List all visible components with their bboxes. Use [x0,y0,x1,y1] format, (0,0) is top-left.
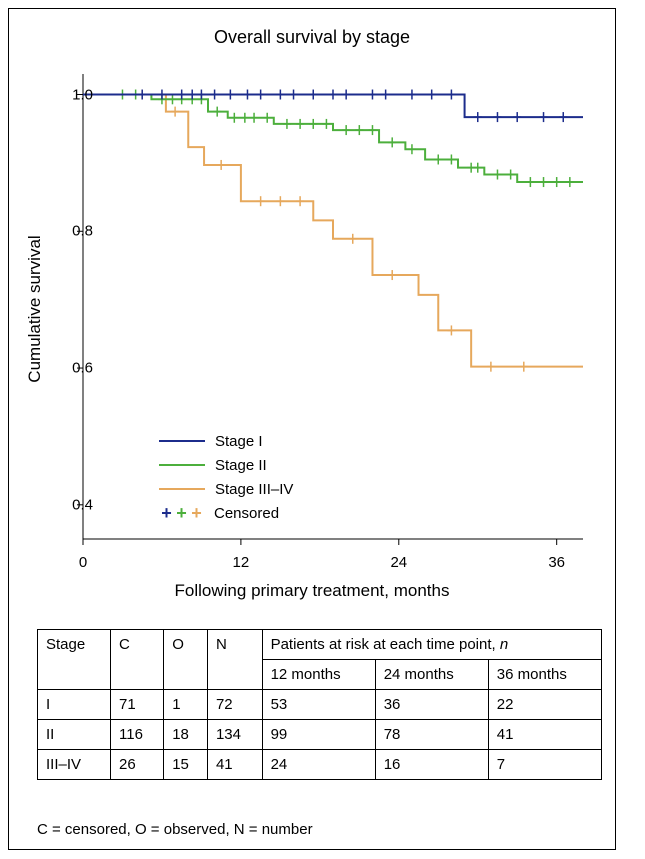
y-tick-label: 0.6 [43,360,93,377]
th-patients-at-risk-n: n [500,636,508,653]
table-cell: 24 [262,750,375,780]
table-cell: 7 [488,750,601,780]
th-36m: 36 months [488,660,601,690]
th-o: O [164,630,208,690]
th-stage: Stage [38,630,111,690]
censored-plus-icon: + [159,503,174,524]
legend-item-stage2: Stage II [159,453,293,477]
table-cell: 41 [488,720,601,750]
th-24m: 24 months [375,660,488,690]
x-tick-label: 36 [537,554,577,571]
table-row: III–IV26154124167 [38,750,602,780]
th-c: C [111,630,164,690]
legend-label-stage1: Stage I [215,433,263,450]
table-header-row-1: Stage C O N Patients at risk at each tim… [38,630,602,660]
y-axis-title: Cumulative survival [25,235,45,382]
y-tick-label: 1.0 [43,86,93,103]
table-cell: III–IV [38,750,111,780]
legend-label-censored: Censored [214,505,279,522]
table-cell: 1 [164,690,208,720]
legend-swatch-stage34 [159,488,205,490]
censored-plus-icon: + [174,503,189,524]
th-12m: 12 months [262,660,375,690]
censored-plus-icon: + [189,503,204,524]
legend-item-stage34: Stage III–IV [159,477,293,501]
y-tick-label: 0.8 [43,223,93,240]
x-tick-label: 12 [221,554,261,571]
table-cell: II [38,720,111,750]
table-cell: 116 [111,720,164,750]
risk-table: Stage C O N Patients at risk at each tim… [37,629,602,780]
figure-frame: Overall survival by stage Cumulative sur… [8,8,616,850]
table-cell: I [38,690,111,720]
table-cell: 16 [375,750,488,780]
table-cell: 99 [262,720,375,750]
legend-swatch-stage2 [159,464,205,466]
legend-label-stage2: Stage II [215,457,267,474]
table-cell: 26 [111,750,164,780]
y-tick-label: 0.4 [43,496,93,513]
x-tick-label: 24 [379,554,419,571]
th-patients-at-risk-text: Patients at risk at each time point, [271,636,500,653]
chart-title: Overall survival by stage [9,27,615,48]
table-cell: 41 [207,750,262,780]
legend-swatch-stage1 [159,440,205,442]
table-cell: 36 [375,690,488,720]
table-row: I71172533622 [38,690,602,720]
legend-label-stage34: Stage III–IV [215,481,293,498]
th-n: N [207,630,262,690]
x-tick-label: 0 [63,554,103,571]
table-cell: 22 [488,690,601,720]
table-cell: 15 [164,750,208,780]
table-cell: 53 [262,690,375,720]
table-cell: 78 [375,720,488,750]
th-patients-at-risk: Patients at risk at each time point, n [262,630,601,660]
legend-item-stage1: Stage I [159,429,293,453]
legend: Stage I Stage II Stage III–IV + + + Cens… [159,429,293,525]
table-cell: 71 [111,690,164,720]
table-footnote: C = censored, O = observed, N = number [37,821,313,838]
table-cell: 134 [207,720,262,750]
legend-item-censored: + + + Censored [159,501,293,525]
x-axis-title: Following primary treatment, months [9,581,615,601]
table-row: II11618134997841 [38,720,602,750]
table-cell: 72 [207,690,262,720]
table-cell: 18 [164,720,208,750]
